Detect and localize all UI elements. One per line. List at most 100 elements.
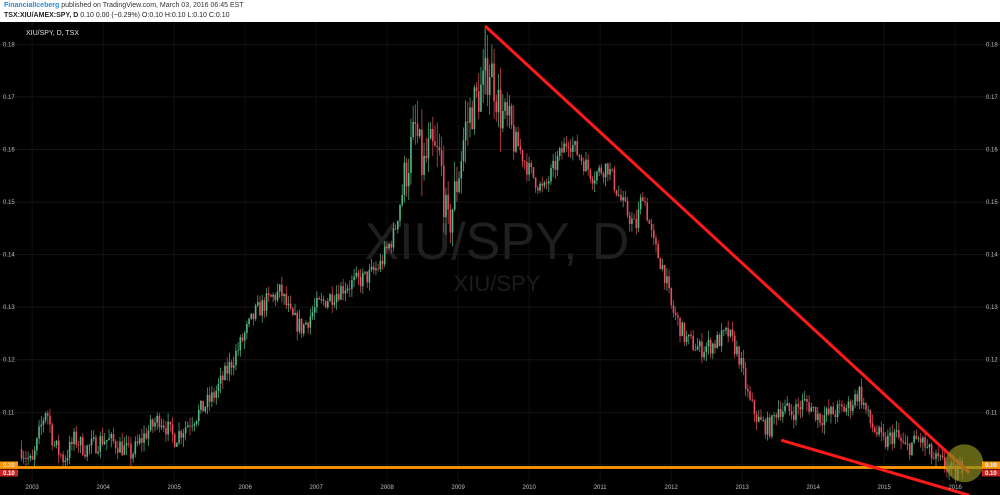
candle-body (567, 146, 570, 149)
chart-area[interactable]: XIU/SPY, D XIU/SPY 0.10 0.10 0.10 0.10 0.10… (0, 22, 1000, 495)
candle-body (902, 440, 904, 443)
candle-body (381, 260, 384, 265)
candle-body (167, 421, 169, 435)
candle-body (733, 335, 736, 355)
candle-body (383, 246, 386, 265)
candle-body (340, 286, 342, 300)
candle-body (300, 318, 303, 334)
x-tick-label: 2009 (451, 485, 465, 491)
candle-body (565, 143, 568, 147)
candle-body (491, 63, 493, 78)
x-tick-label: 2005 (168, 485, 182, 491)
candle-body (134, 441, 137, 455)
candle-body (357, 272, 360, 278)
candle-body (97, 451, 99, 454)
candle-body (849, 401, 852, 412)
lower-trendline (780, 438, 970, 495)
y-tick-label-right: 0.17 (986, 95, 998, 101)
candle-body (633, 218, 635, 220)
author-link[interactable]: FinancialIceberg (4, 2, 60, 9)
candle-body (576, 141, 579, 155)
candle-body (47, 413, 49, 416)
candle-body (878, 427, 880, 435)
candle-body (453, 181, 456, 210)
candle-body (469, 107, 471, 123)
candle-body (22, 457, 25, 459)
candle-body (591, 178, 594, 184)
candle-body (73, 431, 75, 445)
candle-body (90, 438, 93, 446)
candle-body (644, 201, 646, 203)
candle-body (38, 426, 40, 439)
x-tick-label: 2006 (239, 485, 253, 491)
candle-body (320, 299, 323, 300)
candle-body (587, 159, 589, 170)
candle-body (377, 268, 379, 270)
candle-body (863, 402, 865, 405)
candle-body (589, 169, 592, 179)
candle-body (904, 442, 907, 445)
candle-body (482, 70, 484, 85)
candle-body (639, 197, 642, 210)
candle-body (243, 332, 246, 341)
candle-body (401, 195, 404, 205)
candle-body (797, 404, 799, 407)
candle-body (867, 409, 869, 411)
candle-body (666, 276, 668, 284)
candle-body (348, 288, 351, 290)
price-tag-right-bg (982, 461, 1000, 469)
candle-body (687, 334, 690, 337)
candle-body (184, 427, 187, 434)
candle-body (432, 129, 434, 142)
candle-body (908, 443, 911, 456)
candle-body (884, 436, 887, 447)
candle-body (130, 443, 132, 459)
candle-body (602, 173, 605, 178)
candle-body (742, 358, 745, 369)
candle-body (843, 406, 845, 412)
price-chart[interactable]: XIU/SPY, D XIU/SPY 0.10 0.10 0.10 0.10 0.10… (0, 22, 1000, 495)
candle-body (246, 324, 248, 333)
candle-body (257, 302, 259, 306)
candle-body (900, 437, 902, 441)
candle-body (919, 438, 922, 443)
candle-body (716, 334, 719, 348)
candle-body (379, 260, 382, 270)
y-tick-label-left: 0.10 (3, 463, 15, 469)
candle-body (316, 297, 318, 308)
candle-body (876, 432, 878, 435)
candle-body (788, 403, 791, 411)
candle-body (471, 107, 474, 130)
candle-body (764, 420, 767, 435)
candle-body (690, 334, 692, 336)
candle-body (368, 269, 371, 283)
candle-body (790, 410, 793, 415)
candle-body (893, 431, 896, 445)
candle-body (309, 316, 312, 328)
candle-body (366, 271, 369, 283)
candle-body (768, 417, 771, 437)
x-tick-label: 2004 (97, 485, 111, 491)
candle-body (611, 168, 614, 170)
candle-body (523, 161, 526, 163)
candle-body (438, 147, 441, 151)
candle-body (449, 209, 452, 233)
candle-body (60, 454, 62, 456)
candle-body (403, 162, 406, 196)
candle-body (624, 197, 627, 201)
y-tick-label-left: 0.16 (3, 148, 15, 154)
candle-body (265, 293, 268, 312)
candle-body (749, 391, 751, 400)
quote-line: TSX:XIU/AMEX:SPY, D 0.10 0.00 (−0.29%) O… (4, 11, 230, 20)
candle-body (305, 322, 307, 325)
y-tick-label-right: 0.12 (986, 358, 998, 364)
candle-body (213, 392, 215, 398)
candle-body (370, 266, 373, 270)
candle-body (95, 437, 97, 454)
candle-body (169, 421, 172, 425)
candle-body (335, 293, 338, 303)
candle-body (82, 437, 84, 455)
candle-body (725, 327, 727, 331)
candle-body (458, 178, 460, 192)
candle-body (856, 394, 859, 402)
